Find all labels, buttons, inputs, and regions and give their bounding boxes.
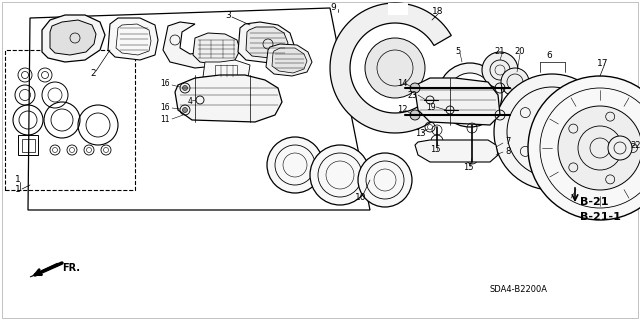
Polygon shape <box>175 75 282 122</box>
Circle shape <box>182 108 188 113</box>
Text: 15: 15 <box>463 164 474 172</box>
Text: 7: 7 <box>505 138 510 147</box>
Circle shape <box>182 85 188 91</box>
Polygon shape <box>266 44 312 76</box>
Circle shape <box>410 83 420 93</box>
Text: 12: 12 <box>397 106 408 115</box>
Text: 20: 20 <box>514 47 525 57</box>
Text: 2: 2 <box>90 68 95 77</box>
Polygon shape <box>163 22 225 68</box>
Polygon shape <box>246 27 288 58</box>
Text: 6: 6 <box>546 51 552 60</box>
Circle shape <box>558 106 640 190</box>
Polygon shape <box>193 33 240 65</box>
Text: 17: 17 <box>597 60 609 68</box>
Circle shape <box>438 63 502 127</box>
Text: 3: 3 <box>225 11 231 20</box>
Text: 22: 22 <box>630 140 640 149</box>
Circle shape <box>410 110 420 120</box>
Text: 11: 11 <box>160 116 170 124</box>
Polygon shape <box>238 22 294 63</box>
Polygon shape <box>50 20 96 55</box>
Text: 9: 9 <box>330 3 336 12</box>
Text: 16: 16 <box>160 78 170 87</box>
Text: 1: 1 <box>15 175 20 185</box>
Polygon shape <box>30 265 55 277</box>
Polygon shape <box>330 3 451 133</box>
Text: 13: 13 <box>415 130 426 139</box>
Text: FR.: FR. <box>62 263 80 273</box>
Text: 5: 5 <box>455 47 460 57</box>
Circle shape <box>310 145 370 205</box>
Polygon shape <box>203 60 250 80</box>
Circle shape <box>267 137 323 193</box>
Circle shape <box>448 73 492 117</box>
Bar <box>18 135 38 155</box>
Text: 1: 1 <box>15 186 20 195</box>
Text: 21: 21 <box>494 47 504 57</box>
Bar <box>388 3 408 15</box>
Text: B-21: B-21 <box>580 197 609 207</box>
Polygon shape <box>42 15 105 62</box>
Text: 4: 4 <box>188 98 193 107</box>
Circle shape <box>608 136 632 160</box>
Text: 14: 14 <box>397 78 408 87</box>
Polygon shape <box>272 48 307 73</box>
Text: 23: 23 <box>408 91 418 100</box>
Text: 16: 16 <box>160 103 170 113</box>
Circle shape <box>482 52 518 88</box>
Circle shape <box>532 112 572 152</box>
Circle shape <box>494 74 610 190</box>
Circle shape <box>528 76 640 220</box>
Polygon shape <box>35 265 60 275</box>
Bar <box>5 50 135 190</box>
Bar <box>22 139 35 152</box>
Text: 8: 8 <box>505 148 510 156</box>
Text: B-21-1: B-21-1 <box>580 212 621 222</box>
Text: 10: 10 <box>355 193 367 202</box>
Bar <box>215 65 237 77</box>
Text: 19: 19 <box>426 102 436 111</box>
Circle shape <box>501 68 529 96</box>
Text: SDA4-B2200A: SDA4-B2200A <box>490 285 548 294</box>
Polygon shape <box>415 140 498 162</box>
Text: 18: 18 <box>432 7 444 17</box>
Circle shape <box>358 153 412 207</box>
Text: 15: 15 <box>430 146 440 155</box>
Polygon shape <box>108 18 158 60</box>
Circle shape <box>365 38 425 98</box>
Polygon shape <box>415 78 500 125</box>
